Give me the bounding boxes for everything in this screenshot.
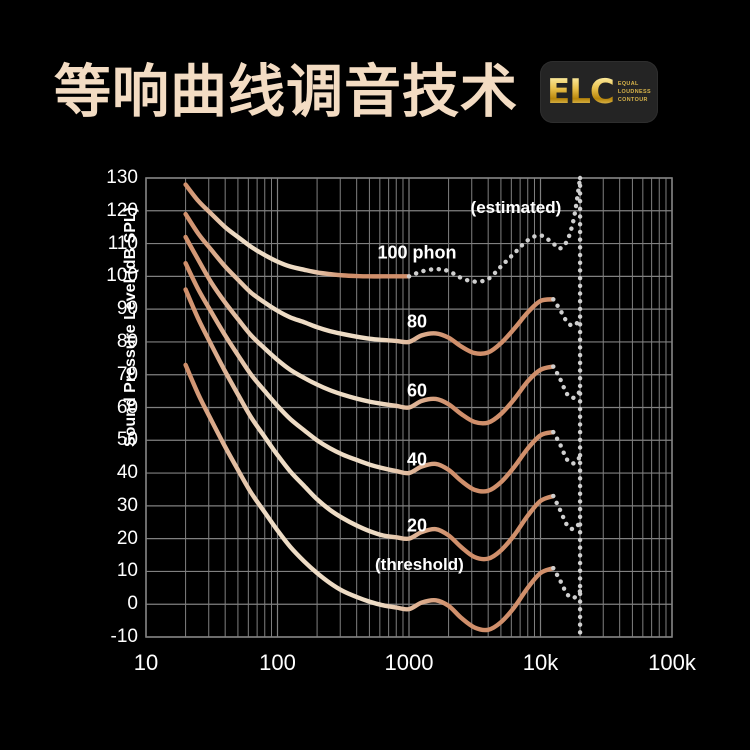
- y-axis-ticks: 130 120 110 100 90 80 70 60 50 40 30 20 10 0 -10: [80, 150, 138, 690]
- elc-logo-line3: CONTOUR: [617, 97, 648, 104]
- x-tick-label: 10k: [522, 650, 559, 675]
- page-title: 等响曲线调音技术: [54, 58, 518, 125]
- y-tick-label: 90: [116, 298, 138, 320]
- curve-label: (estimated): [470, 197, 562, 217]
- y-tick-label: 110: [107, 232, 138, 254]
- y-tick-label: 70: [116, 363, 138, 385]
- elc-logo-subtext: EQUAL LOUDNESS CONTOUR: [618, 80, 651, 104]
- elc-logo: ELC EQUAL LOUDNESS CONTOUR: [540, 61, 658, 123]
- curve-label: 100 phon: [377, 242, 457, 263]
- y-tick-label: 120: [106, 199, 138, 221]
- y-tick-label: 30: [116, 494, 138, 516]
- y-tick-label: 130: [106, 167, 138, 188]
- x-tick-label: 1000: [384, 650, 434, 675]
- curve-label: 20: [406, 515, 427, 536]
- y-tick-label: 100: [106, 265, 138, 287]
- elc-logo-mark: ELC: [547, 72, 615, 112]
- x-tick-label: 100k: [648, 650, 696, 675]
- x-tick-label: 10: [133, 650, 159, 675]
- y-tick-label: 60: [116, 396, 138, 418]
- x-axis-ticks: 10 100 1000 10k 100k: [0, 650, 750, 680]
- y-tick-label: 80: [116, 330, 138, 352]
- header: 等响曲线调音技术 ELC EQUAL LOUDNESS CONTOUR: [0, 44, 750, 140]
- equal-loudness-chart: Sound Pressure Level (dB SPL) 130 120 110 1…: [0, 150, 750, 690]
- y-tick-label: 50: [116, 429, 138, 451]
- elc-logo-inner: ELC EQUAL LOUDNESS CONTOUR: [547, 75, 651, 109]
- x-tick-label: 100: [259, 650, 296, 675]
- curve-label: 40: [406, 449, 427, 470]
- plot-canvas: [145, 175, 673, 640]
- elc-logo-line1: EQUAL: [617, 80, 639, 87]
- y-tick-label: 40: [116, 462, 138, 484]
- curve-label: 80: [406, 311, 427, 332]
- y-tick-label: 20: [116, 527, 138, 549]
- y-tick-label: 0: [127, 593, 138, 615]
- curve-label: 60: [406, 380, 427, 401]
- y-tick-label: -10: [110, 626, 138, 647]
- curve-label: (threshold): [375, 554, 464, 574]
- y-tick-label: 10: [116, 560, 138, 582]
- elc-logo-line2: LOUDNESS: [617, 88, 651, 95]
